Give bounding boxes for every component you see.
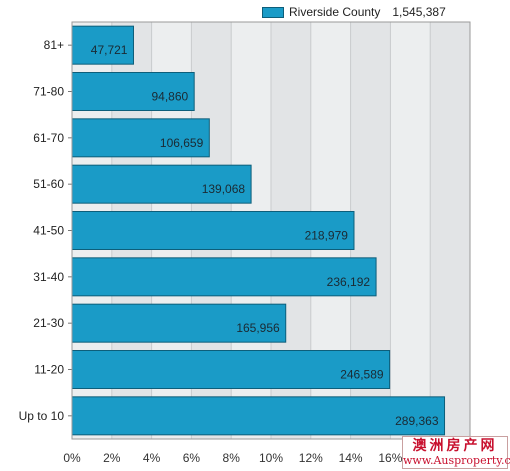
bar-value-label: 139,068 (202, 182, 246, 196)
plot-border (71, 21, 471, 440)
bar (71, 257, 377, 297)
legend-total: 1,545,387 (392, 5, 446, 19)
watermark-chinese-text: 澳洲房产网 (412, 438, 498, 454)
legend-series-name: Riverside County (289, 5, 381, 19)
bar-value-label: 94,860 (151, 90, 188, 104)
bar-value-label: 236,192 (327, 275, 371, 289)
bars (71, 25, 446, 436)
category-label: Up to 10 (19, 409, 65, 423)
bar-value-label: 246,589 (340, 368, 384, 382)
x-tick-label: 0% (63, 451, 81, 465)
category-label: 31-40 (33, 270, 64, 284)
x-tick-label: 8% (223, 451, 241, 465)
legend: Riverside County 1,545,387 (262, 4, 446, 20)
bar-value-labels: 47,721 94,860 106,659 139,068 218,979 236,192… (91, 43, 439, 428)
x-tick-label: 2% (103, 451, 121, 465)
plot-column-band (430, 22, 470, 439)
legend-swatch (262, 6, 284, 18)
watermark-url: www.Ausproperty.cn (403, 454, 510, 467)
bar-value-label: 165,956 (236, 321, 280, 335)
bar (71, 396, 446, 436)
category-label: 11-20 (34, 363, 64, 377)
bar (71, 211, 355, 250)
x-tick-label: 4% (143, 451, 161, 465)
bar-value-label: 289,363 (395, 414, 439, 428)
category-label: 21-30 (33, 316, 64, 330)
x-tick-label: 14% (339, 451, 363, 465)
category-labels: 81+ 71-80 61-70 51-60 41-50 31-40 21-30 11-20 Up… (19, 38, 72, 423)
x-tick-label: 12% (299, 451, 323, 465)
bar-value-label: 218,979 (305, 229, 349, 243)
x-tick-label: 16% (378, 451, 402, 465)
plot-frame (71, 21, 471, 440)
bar (71, 72, 195, 111)
category-label: 51-60 (33, 177, 64, 191)
x-axis-tick-labels: 0%2%4%6%8%10%12%14%16%18% (63, 451, 442, 465)
bar (71, 350, 391, 389)
category-label: 81+ (44, 38, 64, 52)
bar-value-label: 47,721 (91, 43, 128, 57)
category-label: 71-80 (33, 85, 64, 99)
x-tick-label: 6% (183, 451, 201, 465)
category-label: 41-50 (33, 224, 64, 238)
x-tick-label: 10% (259, 451, 283, 465)
watermark-logo: 澳洲房产网 www.Ausproperty.cn (402, 436, 510, 469)
category-label: 61-70 (33, 131, 64, 145)
bar (71, 164, 252, 204)
bar-value-label: 106,659 (160, 136, 204, 150)
